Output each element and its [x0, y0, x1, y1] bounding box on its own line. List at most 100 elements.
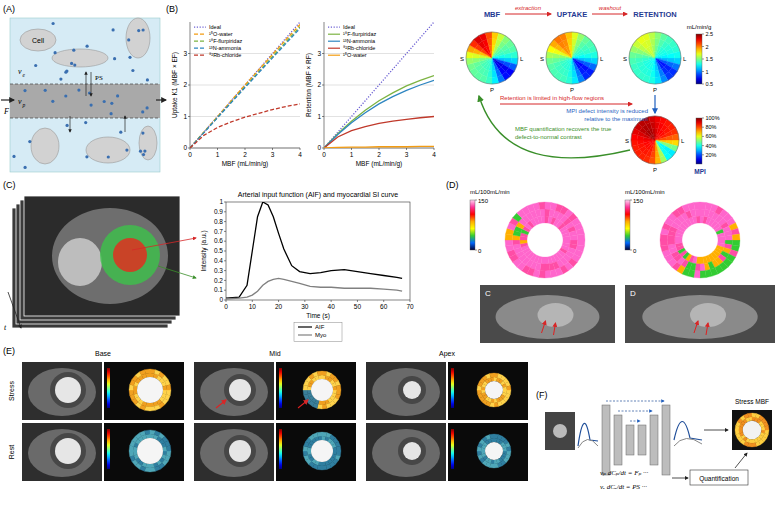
- tick-label: 0.4: [214, 257, 223, 264]
- network-layer: [626, 425, 634, 455]
- map-title: RETENTION: [633, 10, 676, 19]
- map-segment: [490, 52, 492, 59]
- map-segment: [570, 52, 572, 59]
- map-segment: [694, 202, 700, 209]
- map-segment: [333, 386, 337, 390]
- panel-e: BaseMidApexStressRest: [8, 350, 528, 481]
- colorbar-tick-label: 0: [478, 248, 482, 254]
- orientation-label: P: [653, 167, 657, 173]
- mri-blood-pool: [229, 379, 251, 401]
- map-segment: [150, 406, 155, 411]
- map-segment: [317, 432, 322, 437]
- colorbar-unit: mL/min/g: [687, 24, 712, 30]
- map-segment: [572, 55, 578, 58]
- arrow: [8, 292, 21, 328]
- mri-blood-pool: [403, 442, 421, 460]
- tracer-molecule: [84, 121, 87, 124]
- mri-myocardium: [224, 374, 256, 406]
- colorbar-tick-label: 60%: [706, 133, 717, 139]
- panel-letter: (D): [446, 180, 459, 190]
- legend-swatch: [328, 55, 340, 56]
- panel-letter: (B): [166, 4, 178, 14]
- mri-myocardium: [50, 372, 86, 408]
- map-segment: [752, 443, 756, 447]
- column-head: Base: [95, 350, 111, 357]
- map-segment: [572, 53, 578, 58]
- map-segment: [494, 399, 497, 403]
- perfusion-map: [104, 362, 184, 420]
- legend-swatch: [194, 48, 206, 49]
- map-segment: [322, 401, 326, 405]
- plot-frame: [226, 202, 410, 300]
- map-segment: [545, 264, 550, 271]
- map-segment: [655, 138, 661, 140]
- series-line: [324, 76, 434, 148]
- note: MPI defect intensity is reducedrelative …: [566, 108, 648, 122]
- colorbar-ramp: [696, 34, 702, 84]
- colorbar-tick-label: 2.5: [706, 31, 714, 37]
- legend-swatch: [328, 48, 340, 49]
- tick-label: 0.8: [214, 218, 223, 225]
- map-segment: [333, 447, 337, 451]
- map-segment: [490, 373, 494, 377]
- map-segment: [492, 58, 497, 64]
- arrow: [479, 96, 630, 158]
- legend-label: ¹⁸F-flurpiridaz: [343, 31, 376, 37]
- map-blood-pool: [485, 442, 503, 460]
- text-line: MBF quantification recovers the true: [515, 126, 612, 132]
- legend-label: ⁸²Rb-chloride: [209, 52, 241, 58]
- orientation-label: S: [540, 56, 544, 62]
- arrow: [156, 99, 166, 100]
- mri-blood-pool: [55, 438, 81, 464]
- map-segment: [655, 140, 658, 146]
- colorbar-unit: mL/100mL/min: [470, 189, 510, 195]
- polar-map: SLP: [460, 32, 524, 93]
- colorbar-tick: [630, 250, 632, 251]
- orientation-label: L: [520, 56, 524, 62]
- cell: [139, 126, 157, 160]
- mri-blood-pool: [403, 381, 421, 399]
- plot-lines: [226, 202, 402, 299]
- network-layer: [662, 405, 670, 475]
- tick-label: 2: [377, 151, 381, 158]
- map-segment: [566, 58, 572, 61]
- arrow: [1, 99, 14, 100]
- colorbar-unit: mL/100mL/min: [625, 189, 665, 195]
- series-line: [226, 278, 402, 299]
- figure: (A)(B)(C)(D)(E)(F)CellvevpPSF012301234Id…: [0, 0, 782, 514]
- legend-label: ¹⁵O-water: [209, 31, 233, 37]
- map-segment: [636, 58, 643, 63]
- tick-label: 0: [188, 151, 192, 158]
- tracer-molecule: [88, 91, 91, 94]
- arrow: [704, 430, 728, 431]
- tick-label: 3: [317, 50, 321, 57]
- colorbar-tick: [702, 59, 704, 60]
- tick-label: 0: [224, 303, 228, 310]
- map-segment: [695, 209, 700, 216]
- arrow: [158, 266, 196, 278]
- tracer-molecule: [28, 140, 31, 143]
- tracer-molecule: [24, 166, 27, 169]
- tracer-molecule: [112, 28, 115, 31]
- legend-label: Ideal: [209, 24, 221, 30]
- map-segment: [591, 51, 598, 58]
- map-segment: [570, 235, 578, 240]
- map-segment: [649, 58, 655, 61]
- mri-image: [22, 423, 102, 481]
- polar-map: SLP: [540, 32, 604, 93]
- mri-image: [194, 362, 274, 420]
- map-segment: [337, 446, 342, 451]
- map-segment: [491, 438, 494, 442]
- colorbar-tick: [702, 34, 704, 35]
- axis-title: Intensity (a.u.): [200, 230, 208, 271]
- label: extraction: [515, 5, 542, 11]
- map-segment: [485, 32, 492, 39]
- orientation-label: S: [623, 56, 627, 62]
- map-segment: [655, 58, 658, 64]
- map-segment: [491, 377, 494, 381]
- map-segment: [567, 39, 572, 46]
- map-segment: [674, 51, 681, 58]
- tick-label: 20: [275, 303, 283, 310]
- map-segment: [505, 240, 513, 246]
- tick-label: 0: [183, 144, 187, 151]
